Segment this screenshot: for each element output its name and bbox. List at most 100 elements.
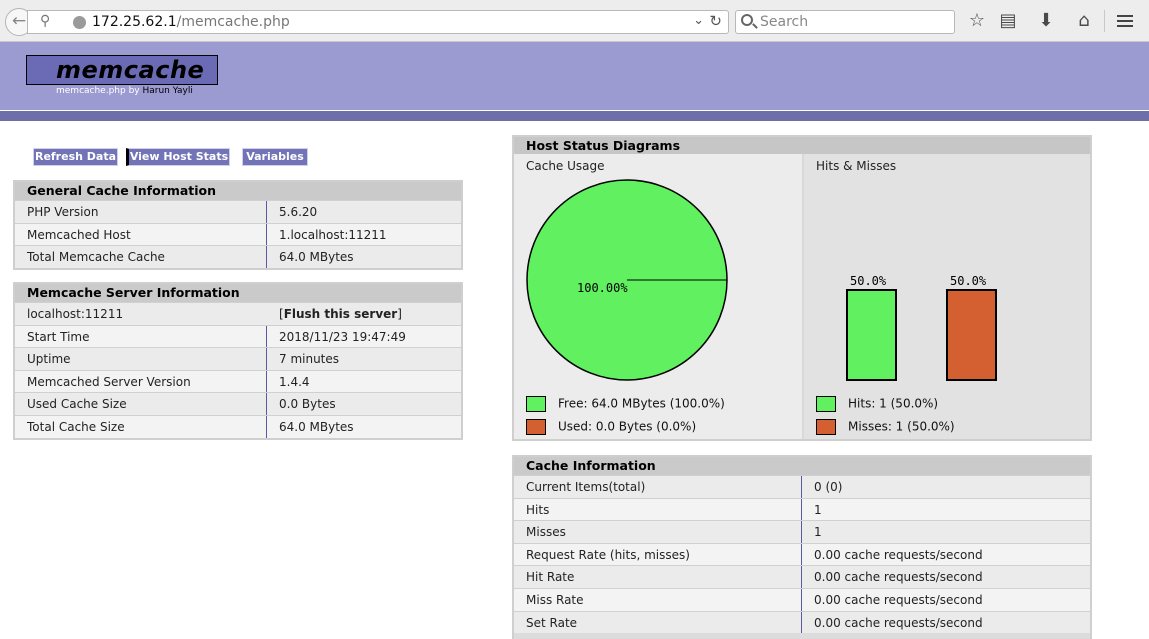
legend-free-text: Free: 64.0 MBytes (100.0%)	[558, 396, 725, 411]
row-label: PHP Version	[15, 201, 266, 223]
row-value: 5.6.20	[266, 201, 461, 223]
row-value: 0.00 cache requests/second	[801, 566, 1090, 588]
subtitle-prefix: memcache.php by	[56, 86, 140, 96]
row-value: 1.4.4	[266, 370, 461, 393]
legend-used: Used: 0.0 Bytes (0.0%)	[526, 419, 696, 435]
row-label: Hits	[514, 498, 801, 521]
logo-subtitle: memcache.php by Harun Yayli	[56, 86, 193, 96]
table-row: Memcached Server Version 1.4.4	[15, 369, 461, 393]
url-host: 172.25.62.1	[92, 14, 177, 30]
row-value: 0.0 Bytes	[266, 393, 461, 415]
browser-toolbar: ← ⚲ 172.25.62.1/memcache.php ⌄ ↻ Search …	[0, 0, 1149, 42]
row-label: Current Items(total)	[514, 476, 801, 498]
legend-hits-text: Hits: 1 (50.0%)	[848, 396, 939, 411]
table-row: PHP Version 5.6.20	[15, 200, 461, 223]
table-row: Total Memcache Cache 64.0 MBytes	[15, 245, 461, 268]
cache-information-table: Cache Information Current Items(total) 0…	[512, 455, 1092, 639]
cache-info-title: Cache Information	[514, 457, 1090, 475]
table-row: localhost:11211 [Flush this server]	[15, 302, 461, 325]
header-divider	[0, 110, 1149, 121]
cache-usage-pie: 100.00%	[526, 179, 728, 381]
legend-misses-text: Misses: 1 (50.0%)	[848, 419, 955, 434]
flush-cell: [Flush this server]	[266, 303, 461, 325]
search-icon	[741, 14, 753, 26]
row-value: 64.0 MBytes	[266, 415, 461, 438]
legend-misses-swatch	[816, 419, 836, 435]
row-label: Total Memcache Cache	[15, 246, 266, 268]
legend-used-swatch	[526, 419, 546, 435]
row-value: 0.00 cache requests/second	[801, 611, 1090, 634]
row-label: Request Rate (hits, misses)	[514, 543, 801, 566]
refresh-data-button[interactable]: Refresh Data	[33, 148, 118, 166]
url-path: /memcache.php	[176, 14, 290, 30]
search-bar[interactable]: Search	[735, 10, 955, 34]
memcache-logo: memcache	[26, 55, 218, 85]
legend-used-text: Used: 0.0 Bytes (0.0%)	[558, 419, 697, 434]
url-bar[interactable]: ⚲ 172.25.62.1/memcache.php ⌄ ↻	[27, 10, 729, 34]
logo-text: memcache	[56, 56, 205, 84]
row-value: 1	[801, 521, 1090, 543]
row-value: 0.00 cache requests/second	[801, 588, 1090, 611]
row-value: 64.0 MBytes	[266, 246, 461, 268]
row-label: Miss Rate	[514, 588, 801, 611]
table-row: Total Cache Size 64.0 MBytes	[15, 414, 461, 438]
table-row: Miss Rate 0.00 cache requests/second	[514, 587, 1090, 611]
diagrams-title: Host Status Diagrams	[514, 137, 1090, 154]
reload-icon[interactable]: ↻	[709, 12, 722, 30]
url-text[interactable]: 172.25.62.1/memcache.php	[92, 14, 290, 30]
misses-bar	[946, 289, 997, 381]
row-value: 1	[801, 498, 1090, 521]
table-row: Set Rate 0.00 cache requests/second	[514, 610, 1090, 634]
table-row: Current Items(total) 0 (0)	[514, 475, 1090, 498]
row-label: Misses	[514, 521, 801, 543]
reading-list-icon[interactable]: ▤	[999, 10, 1017, 31]
server-info-title: Memcache Server Information	[15, 284, 461, 302]
table-row: Used Cache Size 0.0 Bytes	[15, 392, 461, 415]
flush-bracket-close: ]	[397, 307, 402, 321]
row-value: 0 (0)	[801, 476, 1090, 498]
cache-usage-panel: Cache Usage 100.00% Free: 64.0 MBytes (1…	[514, 154, 802, 439]
table-row: Hit Rate 0.00 cache requests/second	[514, 565, 1090, 588]
hits-bar	[846, 289, 897, 381]
variables-button[interactable]: Variables	[242, 148, 308, 166]
cache-usage-title: Cache Usage	[526, 159, 605, 173]
general-cache-info-table: General Cache Information PHP Version 5.…	[13, 180, 463, 270]
row-label: Hit Rate	[514, 566, 801, 588]
pie-percent-label: 100.00%	[577, 281, 628, 295]
row-label: Used Cache Size	[15, 393, 266, 415]
hits-misses-panel: Hits & Misses 50.0% 50.0% Hits: 1 (50.0%…	[804, 154, 1090, 439]
table-row: Hits 1	[514, 497, 1090, 521]
row-label: Set Rate	[514, 611, 801, 634]
row-label: Uptime	[15, 348, 266, 370]
misses-bar-label: 50.0%	[950, 274, 987, 288]
menu-hamburger-icon[interactable]	[1117, 15, 1133, 27]
view-host-stats-button[interactable]: View Host Stats	[126, 148, 230, 166]
globe-icon[interactable]	[73, 16, 86, 29]
legend-hits: Hits: 1 (50.0%)	[816, 396, 938, 412]
chevron-down-icon[interactable]: ⌄	[693, 13, 704, 28]
key-icon[interactable]: ⚲	[40, 13, 51, 29]
legend-hits-swatch	[816, 396, 836, 412]
table-row: Start Time 2018/11/23 19:47:49	[15, 324, 461, 348]
row-value: 1.localhost:11211	[266, 223, 461, 246]
legend-free-swatch	[526, 396, 546, 412]
table-row: Uptime 7 minutes	[15, 347, 461, 370]
table-row: Misses 1	[514, 520, 1090, 543]
row-label: Total Cache Size	[15, 415, 266, 438]
hits-misses-title: Hits & Misses	[816, 159, 897, 173]
host-status-diagrams: Host Status Diagrams Cache Usage 100.00%…	[512, 135, 1092, 441]
row-label: Memcached Host	[15, 223, 266, 246]
server-host: localhost:11211	[15, 303, 266, 325]
general-cache-title: General Cache Information	[15, 182, 461, 200]
author-name: Harun Yayli	[142, 86, 193, 96]
download-icon[interactable]: ⬇	[1038, 10, 1054, 31]
flush-bracket-open: [	[279, 307, 284, 321]
row-value: 7 minutes	[266, 348, 461, 370]
memcache-server-info-table: Memcache Server Information localhost:11…	[13, 282, 463, 440]
row-label: Start Time	[15, 325, 266, 348]
flush-server-link[interactable]: Flush this server	[283, 307, 398, 321]
search-placeholder: Search	[760, 14, 809, 30]
home-icon[interactable]: ⌂	[1078, 10, 1090, 31]
hits-bar-label: 50.0%	[850, 274, 887, 288]
bookmark-star-icon[interactable]: ☆	[968, 10, 986, 31]
